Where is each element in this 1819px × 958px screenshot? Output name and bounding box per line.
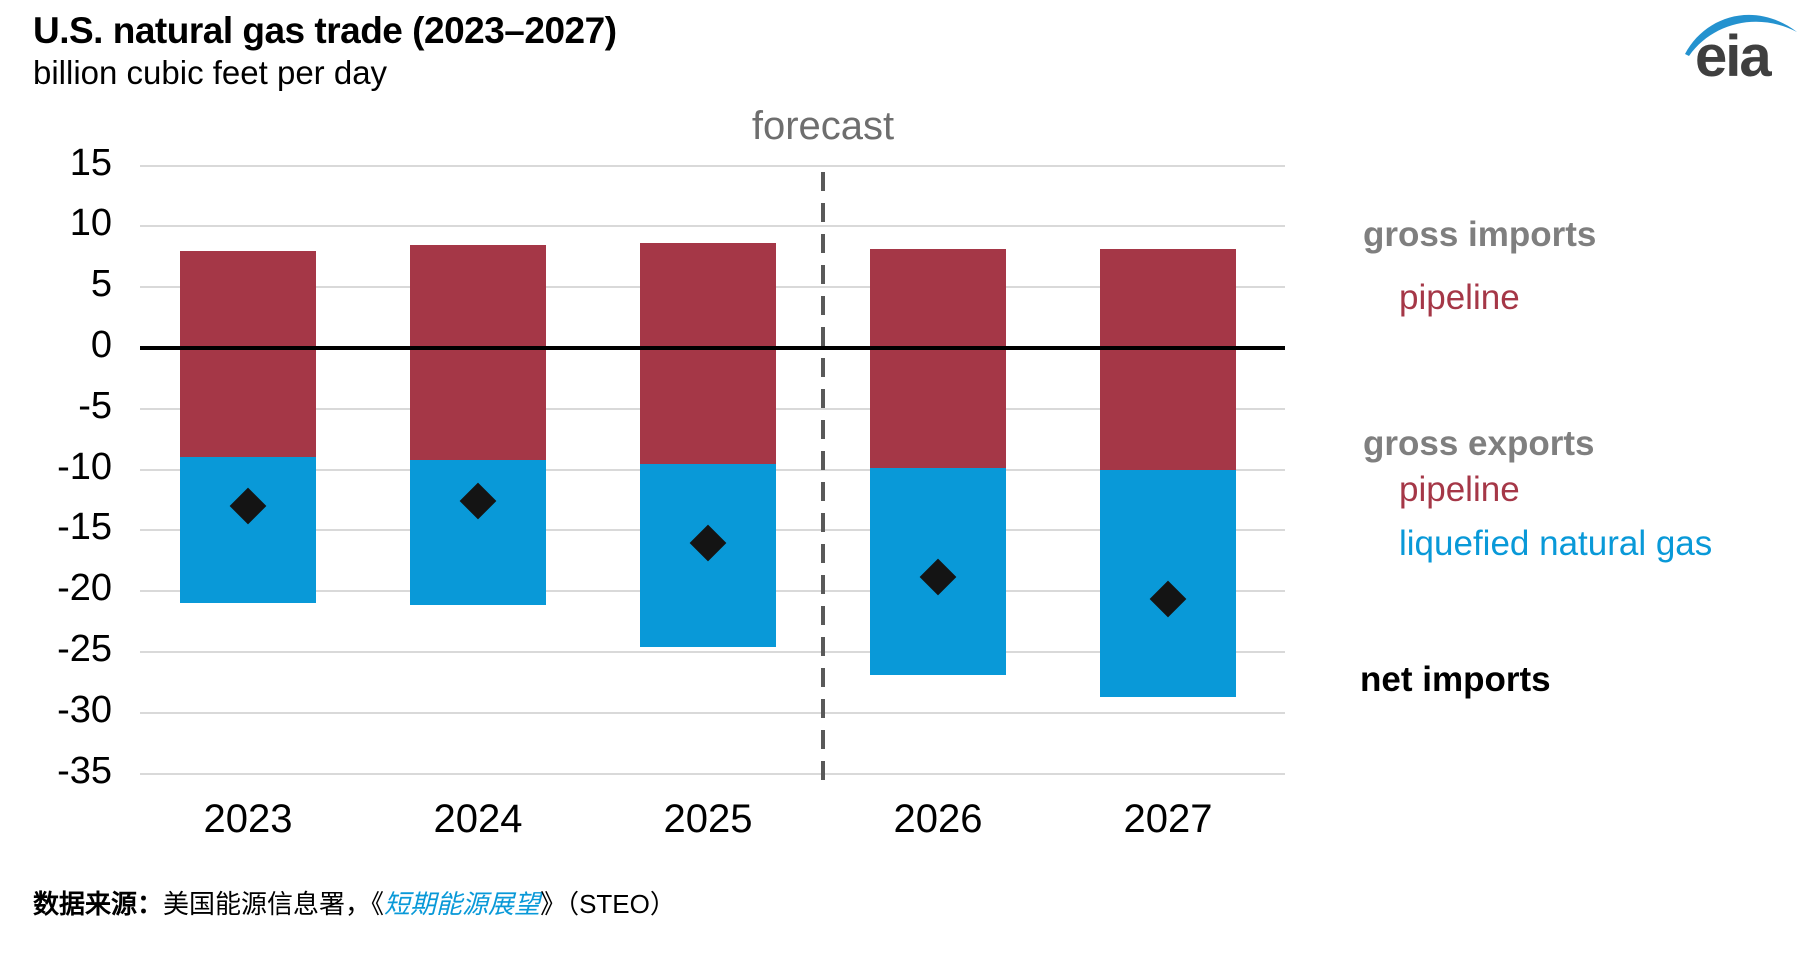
publication-bracket-close: 》 (540, 889, 567, 919)
steo-abbrev: （STEO） (566, 889, 676, 919)
bar-gross-imports-pipeline-2027 (1100, 249, 1236, 348)
eia-logo-text: eia (1695, 24, 1772, 82)
gridline--25 (140, 651, 1285, 654)
y-tick-label--10: -10 (57, 445, 112, 488)
bar-gross-imports-pipeline-2023 (180, 250, 316, 348)
y-tick-label-5: 5 (90, 263, 112, 306)
x-tick-label-2023: 2023 (203, 797, 293, 841)
bar-gross-exports-lng-2023 (180, 457, 316, 604)
zero-axis-line (140, 346, 1285, 350)
x-tick-label-2024: 2024 (433, 797, 523, 841)
forecast-label: forecast (751, 104, 895, 148)
y-tick-label--35: -35 (57, 749, 112, 792)
legend-exports-lng: liquefied natural gas (1399, 524, 1713, 563)
legend-imports-pipeline: pipeline (1399, 278, 1520, 317)
legend-gross-imports: gross imports (1363, 215, 1597, 254)
source-agency: 美国能源信息署， (163, 889, 372, 919)
y-tick-label-10: 10 (69, 202, 112, 245)
x-tick-label-2025: 2025 (663, 797, 753, 841)
bar-gross-imports-pipeline-2024 (410, 244, 546, 348)
y-tick-label--15: -15 (57, 506, 112, 549)
y-tick-label-15: 15 (69, 141, 112, 184)
legend-gross-exports: gross exports (1363, 424, 1595, 463)
source-label: 数据来源： (33, 889, 164, 919)
page-title: U.S. natural gas trade (2023–2027) (33, 10, 617, 51)
bar-gross-imports-pipeline-2025 (640, 243, 776, 348)
page-subtitle: billion cubic feet per day (33, 54, 388, 91)
y-tick-label--25: -25 (57, 628, 112, 671)
gridline-15 (140, 164, 1285, 167)
bar-gross-imports-pipeline-2026 (870, 249, 1006, 348)
publication-bracket-open: 《 (371, 889, 385, 919)
legend-exports-pipeline: pipeline (1399, 470, 1520, 509)
bar-gross-exports-pipeline-2023 (180, 348, 316, 458)
gridline--35 (140, 772, 1285, 775)
gridline--30 (140, 711, 1285, 714)
y-tick-label-0: 0 (90, 324, 112, 366)
bar-gross-exports-pipeline-2026 (870, 348, 1006, 469)
x-tick-label-2027: 2027 (1123, 797, 1213, 841)
gridline-10 (140, 225, 1285, 228)
forecast-divider-line (821, 172, 825, 792)
bar-gross-exports-pipeline-2025 (640, 348, 776, 464)
bar-gross-exports-pipeline-2027 (1100, 348, 1236, 470)
source-note: 数据来源：美国能源信息署，《短期能源展望》（STEO） (33, 884, 676, 921)
legend-net-imports: net imports (1360, 660, 1551, 699)
bar-gross-exports-pipeline-2024 (410, 348, 546, 460)
x-tick-label-2026: 2026 (893, 797, 983, 841)
y-tick-label--5: -5 (78, 384, 112, 427)
bar-gross-exports-lng-2024 (410, 459, 546, 605)
publication-link[interactable]: 短期能源展望 (384, 889, 541, 919)
eia-swoosh-icon (1685, 14, 1797, 56)
y-tick-label--20: -20 (57, 567, 112, 610)
y-tick-label--30: -30 (57, 688, 112, 731)
eia-logo-icon: eia (1685, 14, 1797, 82)
